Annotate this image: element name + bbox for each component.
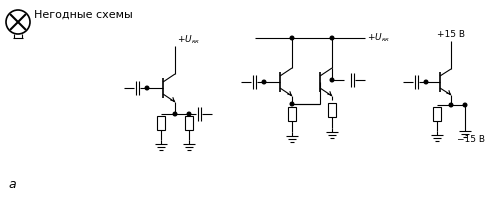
- Circle shape: [290, 36, 294, 40]
- Circle shape: [262, 80, 266, 84]
- Text: Негодные схемы: Негодные схемы: [34, 10, 133, 20]
- Circle shape: [463, 103, 467, 107]
- Bar: [185, 116, 193, 130]
- Circle shape: [187, 112, 191, 116]
- Bar: [328, 103, 336, 117]
- Circle shape: [173, 112, 177, 116]
- Circle shape: [145, 86, 149, 90]
- Text: $+U_{\mathit{кк}}$: $+U_{\mathit{кк}}$: [367, 32, 390, 44]
- Circle shape: [449, 103, 453, 107]
- Circle shape: [290, 102, 294, 106]
- Circle shape: [424, 80, 428, 84]
- Text: $+U_{\mathit{кк}}$: $+U_{\mathit{кк}}$: [177, 34, 201, 46]
- Circle shape: [330, 36, 334, 40]
- Circle shape: [330, 78, 334, 82]
- Text: +15 В: +15 В: [437, 30, 465, 39]
- Bar: [288, 107, 296, 121]
- Text: −15 В: −15 В: [457, 135, 485, 144]
- Bar: [433, 107, 441, 121]
- Text: а: а: [8, 178, 16, 191]
- Bar: [157, 116, 165, 130]
